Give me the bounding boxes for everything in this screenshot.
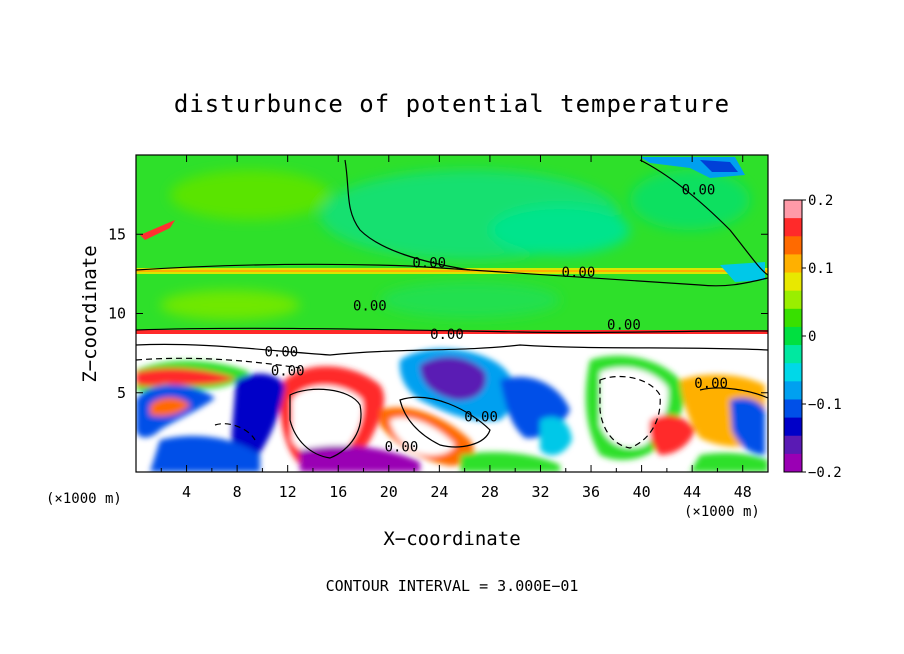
colorbar-swatch — [784, 345, 802, 364]
contour-label: 0.00 — [271, 363, 305, 379]
contour-line — [136, 343, 768, 356]
colorbar-tick-label: −0.1 — [808, 397, 842, 413]
contour-line — [344, 159, 471, 271]
contour-line — [136, 357, 301, 369]
contour-label: 0.00 — [694, 376, 728, 392]
contour-label: 0.00 — [430, 327, 464, 343]
field-band-orange — [136, 270, 768, 272]
y-axis: 5 10 15 — [108, 225, 768, 402]
contour-label: 0.00 — [385, 439, 419, 455]
contour-line — [214, 423, 256, 441]
contour-line — [399, 396, 491, 448]
contour-lines — [136, 159, 768, 459]
x-tick-label: 48 — [734, 483, 752, 501]
contour-line — [599, 375, 661, 449]
x-tick-label: 28 — [481, 483, 499, 501]
colorbar-tick-label: 0.1 — [808, 261, 833, 277]
contour-label: 0.00 — [607, 317, 641, 333]
x-tick-label: 36 — [582, 483, 600, 501]
colorbar-swatch — [784, 435, 802, 455]
colorbar-swatch — [784, 308, 802, 328]
x-unit-label: (×1000 m) — [684, 504, 760, 520]
x-tick-label: 16 — [329, 483, 347, 501]
contour-label: 0.00 — [412, 256, 446, 272]
colorbar-swatch — [784, 453, 802, 473]
contour-line — [699, 387, 768, 399]
colorbar-swatch — [784, 254, 802, 274]
contour-label: 0.00 — [682, 183, 716, 199]
x-axis: 4 8 12 16 20 24 28 32 36 40 44 48 — [160, 155, 752, 501]
field-upper-patches — [160, 170, 750, 320]
colorbar-swatch — [784, 417, 802, 437]
contour-labels: 0.00 0.00 0.00 0.00 0.00 0.00 0.00 0.00 0.00 0.00… — [265, 183, 728, 456]
x-tick-label: 24 — [430, 483, 448, 501]
colorbar-swatch — [784, 200, 802, 219]
y-axis-label: Z−coordinate — [79, 245, 101, 382]
contour-label: 0.00 — [464, 409, 498, 425]
contour-label: 0.00 — [353, 298, 387, 314]
contour-interval-text: CONTOUR INTERVAL = 3.000E−01 — [326, 577, 579, 595]
colorbar-swatch — [784, 326, 802, 346]
x-tick-label: 20 — [380, 483, 398, 501]
colorbar-swatch — [784, 236, 802, 255]
x-axis-label: X−coordinate — [383, 528, 520, 550]
contour-line — [639, 159, 768, 276]
contour-line — [136, 263, 768, 287]
contour-line — [136, 327, 768, 334]
z-unit-label: (×1000 m) — [46, 491, 122, 507]
contour-label: 0.00 — [562, 265, 596, 281]
heatmap-field — [136, 155, 768, 472]
y-tick-label: 10 — [108, 305, 126, 323]
colorbar-swatch — [784, 272, 802, 292]
y-tick-label: 15 — [108, 225, 126, 243]
colorbar-tick-label: 0 — [808, 329, 816, 345]
colorbar-swatch — [784, 399, 802, 419]
colorbar-tick-label: −0.2 — [808, 465, 842, 481]
x-tick-label: 40 — [633, 483, 651, 501]
contour-line — [289, 388, 362, 459]
colorbar-tick-label: 0.2 — [808, 193, 833, 209]
x-tick-label: 4 — [182, 483, 191, 501]
colorbar-swatch — [784, 363, 802, 382]
colorbar-swatch — [784, 218, 802, 237]
chart-title: disturbunce of potential temperature — [174, 90, 730, 118]
x-tick-label: 44 — [683, 483, 701, 501]
x-tick-label: 8 — [233, 483, 242, 501]
x-tick-label: 12 — [279, 483, 297, 501]
x-tick-label: 32 — [531, 483, 549, 501]
contour-label: 0.00 — [265, 344, 299, 360]
field-lower-structures — [136, 330, 768, 472]
colorbar: 0.2 0.1 0 −0.1 −0.2 — [783, 193, 842, 481]
colorbar-swatch — [784, 290, 802, 310]
colorbar-swatch — [784, 381, 802, 400]
y-tick-label: 5 — [117, 384, 126, 402]
